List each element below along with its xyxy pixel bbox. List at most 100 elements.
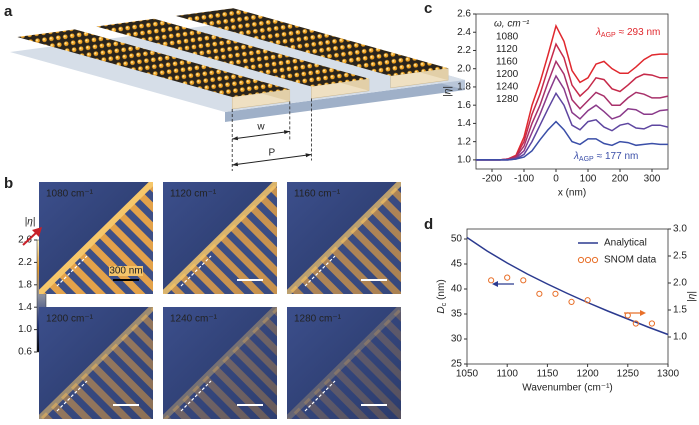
map-edge	[163, 307, 277, 419]
y-tick-label: 50	[451, 234, 463, 245]
colorbar-tick-label: 2.6	[18, 235, 32, 246]
map-edge	[287, 182, 401, 294]
colorbar-tick-label: 2.2	[18, 257, 32, 268]
arrow-head	[305, 153, 312, 158]
data-point	[568, 298, 575, 305]
legend-entry: 1200	[496, 69, 519, 80]
colorbar-tick-label: 1.4	[18, 302, 32, 313]
x-tick-label: -200	[482, 174, 502, 185]
legend-entry: SNOM data	[604, 255, 657, 266]
legend-swatch	[577, 256, 585, 264]
illustration: wP	[10, 8, 465, 172]
y-tick-label: 40	[451, 284, 463, 295]
text: (nm)	[436, 279, 447, 300]
x-tick-label: 1200	[576, 369, 599, 380]
map-image: 1080 cm⁻¹ 300 nm	[39, 182, 153, 294]
substrate-side	[225, 80, 465, 122]
y-tick-label: 30	[451, 334, 463, 345]
symbol: λ	[595, 27, 601, 38]
legend-swatch	[591, 256, 599, 264]
y-tick-label: 25	[451, 359, 463, 370]
edge-marker	[304, 380, 336, 412]
y2-tick-label: 1.5	[673, 305, 687, 316]
x-tick-label: 1050	[456, 369, 479, 380]
dimension-arrow	[232, 153, 312, 166]
data-point	[632, 320, 639, 327]
map-image: 1200 cm⁻¹	[39, 307, 153, 419]
ribbon-top	[96, 18, 370, 87]
map-label: 1160 cm⁻¹	[294, 189, 341, 200]
legend-entry: 1120	[496, 44, 518, 55]
legend-swatch	[584, 256, 592, 264]
panel-label: a	[4, 3, 13, 20]
legend-entry: 1280	[496, 94, 519, 105]
map-label: 1280 cm⁻¹	[294, 314, 342, 325]
data-point	[584, 297, 591, 304]
edge-marker	[56, 380, 88, 412]
map-edge	[287, 307, 401, 419]
series-line	[476, 59, 669, 161]
x-axis-label: x (nm)	[558, 188, 586, 199]
y-tick-label: 1.6	[457, 100, 471, 111]
x-tick-label: 1100	[496, 369, 518, 380]
y-tick-label: 2.0	[457, 63, 471, 74]
ribbon-top	[175, 8, 449, 76]
x-axis-label: Wavenumber (cm⁻¹)	[522, 383, 612, 394]
map-image: 1160 cm⁻¹	[287, 182, 401, 294]
map-label: 1120 cm⁻¹	[170, 189, 217, 200]
dimension-label: P	[268, 148, 275, 159]
legend-entry: Analytical	[604, 238, 647, 249]
map-image: 1240 cm⁻¹	[163, 307, 277, 419]
plot-frame	[475, 13, 669, 170]
arrow-head	[283, 130, 290, 135]
y-axis-label: |η|	[443, 86, 454, 97]
y2-tick-label: 2.5	[673, 251, 687, 262]
ribbon-top	[17, 29, 290, 97]
y-tick-label: 2.4	[457, 27, 471, 38]
map-edge	[39, 307, 153, 419]
x-tick-label: 200	[612, 174, 629, 185]
annotation: Dc (nm)	[436, 279, 448, 313]
map-image: 1120 cm⁻¹	[163, 182, 277, 294]
symbol: λ	[573, 151, 579, 162]
scale-label: 300 nm	[109, 266, 142, 277]
scale-label-bg	[109, 266, 143, 276]
annotation: λAGP ≈ 293 nm	[595, 27, 660, 39]
y2-axis-label: |η|	[687, 291, 698, 302]
data-point	[504, 274, 511, 281]
dimension-arrow	[232, 130, 290, 140]
y-tick-label: 2.2	[457, 45, 471, 56]
symbol: D	[436, 306, 447, 313]
data-point	[648, 320, 656, 327]
edge-marker	[180, 255, 212, 287]
y-tick-label: 1.0	[457, 155, 471, 166]
map-label: 1080 cm⁻¹	[46, 189, 94, 200]
x-tick-label: 1300	[657, 369, 680, 380]
axis-pointer-head	[640, 310, 646, 316]
y2-tick-label: 1.0	[673, 332, 687, 343]
y2-tick-label: 2.0	[673, 278, 687, 289]
colorbar-tick-label: 1.0	[18, 324, 32, 335]
x-tick-label: 0	[553, 174, 559, 185]
panel-label: c	[424, 0, 432, 17]
dimension-label: w	[256, 122, 265, 133]
map-label: 1240 cm⁻¹	[170, 314, 218, 325]
data-point	[536, 290, 543, 297]
panel-label: b	[4, 175, 13, 192]
map-fringes	[287, 307, 401, 419]
y2-tick-label: 3.0	[673, 224, 687, 235]
colorbar-tick-label: 1.8	[18, 279, 32, 290]
x-tick-label: 100	[580, 174, 597, 185]
x-tick-label: 1150	[537, 369, 559, 380]
legend-title: ω, cm⁻¹	[494, 19, 530, 30]
plot-frame	[466, 228, 669, 365]
map-image: 1280 cm⁻¹	[287, 307, 401, 419]
axis-pointer-head	[492, 281, 498, 287]
data-point	[520, 277, 527, 284]
pointer-arrow	[22, 231, 38, 246]
y-tick-label: 1.4	[457, 118, 471, 129]
annotation: λAGP ≈ 177 nm	[573, 151, 638, 163]
legend-entry: 1080	[496, 32, 519, 43]
